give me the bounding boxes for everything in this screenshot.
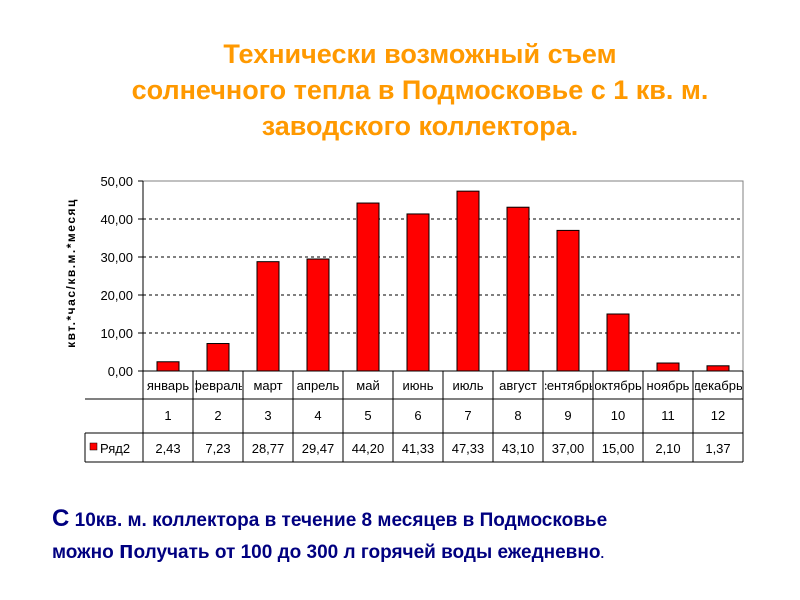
bar	[456, 190, 480, 372]
x-category-label: январь	[147, 378, 189, 393]
data-value-label: 37,00	[552, 441, 585, 456]
data-value-label: 1,37	[705, 441, 730, 456]
x-category-number: 12	[711, 408, 725, 423]
x-category-label: ноябрь	[647, 378, 690, 393]
x-category-number: 2	[214, 408, 221, 423]
data-value-label: 28,77	[252, 441, 285, 456]
bar	[406, 213, 430, 372]
x-category-number: 5	[364, 408, 371, 423]
bar	[606, 313, 630, 372]
x-category-label: июнь	[403, 378, 434, 393]
x-category-number: 7	[464, 408, 471, 423]
x-category-number: 8	[514, 408, 521, 423]
bar	[356, 202, 380, 372]
legend-series-name: Ряд2	[100, 441, 130, 456]
x-category-number: 3	[264, 408, 271, 423]
bar	[306, 258, 330, 372]
bar	[156, 361, 180, 372]
y-tick-label: 40,00	[100, 212, 133, 227]
bar	[706, 365, 730, 372]
footer-line-2-text: олучать от 100 до 300 л горячей воды еже…	[133, 542, 601, 563]
data-value-label: 47,33	[452, 441, 485, 456]
footer-line-1-text: 10кв. м. коллектора в течение 8 месяцев …	[69, 510, 608, 531]
data-value-label: 43,10	[502, 441, 535, 456]
chart-title: Технически возможный съем солнечного теп…	[70, 36, 770, 144]
data-value-label: 7,23	[205, 441, 230, 456]
x-category-number: 6	[414, 408, 421, 423]
bar-chart: 0,00 10,00 20,00 30,00 40,00 50,00 квт.*час/кв…	[64, 174, 744, 463]
footer-line-1-initial: С	[52, 505, 70, 532]
y-tick-label: 20,00	[100, 288, 133, 303]
x-category-label: июль	[452, 378, 483, 393]
x-category-label: сентябрь	[540, 378, 596, 393]
bar	[506, 206, 530, 372]
bar	[206, 343, 230, 372]
x-category-number: 11	[661, 408, 675, 423]
x-category-label: август	[499, 378, 537, 393]
x-category-label: февраль	[191, 378, 245, 393]
y-tick-label: 30,00	[100, 250, 133, 265]
chart-title-line-3: заводского коллектора.	[261, 111, 579, 141]
x-category-label: октябрь	[594, 378, 642, 393]
footer-line-1: С 10кв. м. коллектора в течение 8 месяце…	[52, 504, 752, 536]
x-category-number: 9	[564, 408, 571, 423]
bar	[556, 229, 580, 372]
bar	[656, 362, 680, 372]
y-tick-label: 10,00	[100, 326, 133, 341]
data-value-label: 2,10	[655, 441, 680, 456]
x-category-label: декабрь	[693, 378, 743, 393]
data-value-label: 29,47	[302, 441, 335, 456]
data-value-label: 2,43	[155, 441, 180, 456]
footer-note: С 10кв. м. коллектора в течение 8 месяце…	[52, 504, 752, 569]
footer-line-2-period: .	[600, 546, 605, 561]
footer-line-2-start: можно	[52, 542, 119, 563]
x-category-label: май	[356, 378, 379, 393]
data-value-label: 41,33	[402, 441, 435, 456]
x-category-label: апрель	[297, 378, 340, 393]
x-category-number: 1	[164, 408, 171, 423]
chart-title-line-1: Технически возможный съем	[223, 39, 617, 69]
data-value-label: 44,20	[352, 441, 385, 456]
footer-line-2-initial: п	[119, 537, 134, 564]
y-tick-label: 50,00	[100, 174, 133, 189]
footer-line-2: можно получать от 100 до 300 л горячей в…	[52, 536, 752, 569]
bar	[256, 261, 280, 372]
x-category-number: 10	[611, 408, 625, 423]
y-tick-label: 0,00	[108, 364, 133, 379]
x-category-label: март	[253, 378, 282, 393]
legend-swatch	[89, 442, 98, 451]
data-value-label: 15,00	[602, 441, 635, 456]
y-axis-title: квт.*час/кв.м.*месяц	[64, 198, 78, 348]
x-category-number: 4	[314, 408, 321, 423]
plot-area	[142, 180, 744, 372]
chart-title-line-2: солнечного тепла в Подмосковье с 1 кв. м…	[131, 75, 709, 105]
